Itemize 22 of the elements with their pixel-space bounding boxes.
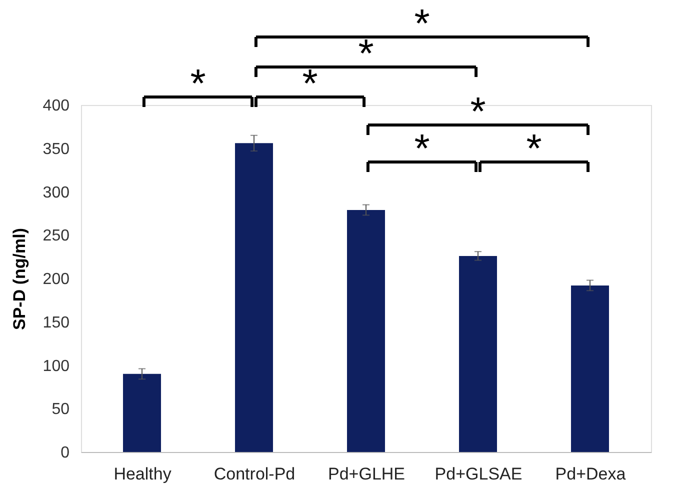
y-tick-label: 250 [42,228,70,245]
y-tick-label: 0 [60,444,70,462]
y-tick-label: 350 [42,140,70,158]
annotation: * [470,90,486,134]
x-tick-label: Pd+Dexa [555,464,626,484]
annotation: * [414,127,430,171]
x-tick-label: Pd+GLSAE [434,464,522,484]
y-tick-label: 200 [42,271,70,288]
text: * [358,32,374,76]
y-tick-label: 300 [42,184,70,202]
annotation: * [190,62,206,106]
annotation: * [302,62,318,106]
x-tick-label: Healthy [114,464,172,484]
x-tick-label: Pd+GLHE [328,464,406,484]
y-tick-label: 100 [42,358,70,375]
y-axis-title: SP-D (ng/ml) [10,228,29,330]
y-tick-label: 400 [42,98,70,114]
y-tick-label: 150 [42,314,70,332]
y-tick-label: 50 [52,401,70,418]
text: * [414,2,430,46]
x-tick-label: Control-Pd [214,464,296,484]
annotation: * [526,127,542,171]
